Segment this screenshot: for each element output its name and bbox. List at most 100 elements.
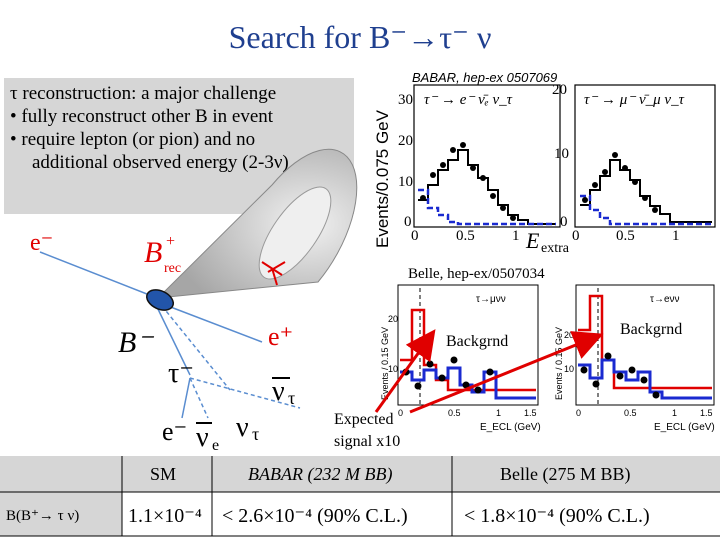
col-belle: Belle (275 M BB) — [500, 464, 631, 485]
babar-right-signal-hist — [580, 194, 712, 226]
tau-to-nue-track — [189, 377, 209, 419]
babar-right-points — [582, 152, 658, 213]
babar-ytick-10: 10 — [398, 174, 413, 190]
label-nutau: ν — [236, 412, 249, 443]
belle-right-ytick-10: 10 — [564, 364, 574, 374]
babar-right-bkg-hist — [580, 159, 712, 223]
label-nutau-bar: ν — [272, 376, 285, 407]
label-e-minus: e⁻ — [30, 230, 53, 256]
belle-right-points — [580, 352, 660, 399]
belle-left-xtick-1: 1 — [496, 408, 501, 418]
label-nutau-bar-sub: τ — [288, 388, 295, 408]
label-b-rec: B — [144, 236, 162, 269]
babar-xtick-05-left: 0.5 — [456, 228, 475, 244]
belle-ylabel-right: Events / 0.15 GeV — [554, 327, 564, 400]
babar-left-points — [420, 142, 516, 221]
babar-value: < 2.6×10⁻⁴ (90% C.L.) — [222, 505, 408, 527]
babar-ylabel: Events/0.075 GeV — [373, 109, 392, 248]
belle-ylabel-left: Events / 0.15 GeV — [380, 327, 390, 400]
results-table: SM BABAR (232 M BB) Belle (275 M BB) B(B… — [0, 456, 720, 537]
tau-to-e-track — [181, 377, 191, 419]
belle-right-xlabel: E_ECL (GeV) — [654, 422, 715, 433]
b-rec-cone — [156, 148, 358, 299]
sm-value: 1.1×10⁻⁴ — [128, 505, 202, 527]
label-nutau-sub: τ — [252, 424, 259, 444]
babar-xtick-1-right: 1 — [672, 228, 680, 244]
babar-ref: BABAR, hep-ex 0507069 — [412, 70, 557, 85]
tau-to-nutau-track — [189, 377, 301, 409]
babar-xtick-05-right: 0.5 — [616, 228, 635, 244]
belle-left-xtick-05: 0.5 — [448, 408, 461, 418]
belle-bkg-label-right: Backgrnd — [620, 321, 682, 338]
belle-right-xtick-1: 1 — [672, 408, 677, 418]
babar-ytick-20-right: 20 — [552, 82, 567, 98]
babar-panel-left-title: τ⁻ → e⁻ ν̄ₑ ν_τ — [424, 92, 513, 108]
bullet-tau-reco: τ reconstruction: a major challenge — [10, 83, 277, 104]
belle-left-xlabel: E_ECL (GeV) — [480, 422, 541, 433]
babar-left-bkg-hist — [418, 149, 556, 225]
belle-left-points — [402, 356, 494, 394]
label-b-rec-sup: + — [166, 233, 175, 250]
label-e-plus: e⁺ — [268, 322, 293, 351]
babar-xtick-0-left: 0 — [411, 228, 419, 244]
header-row-bg — [0, 456, 720, 492]
babar-ytick-10-right: 10 — [554, 146, 569, 162]
babar-ytick-0: 0 — [404, 214, 412, 230]
babar-panel-right-frame — [574, 84, 716, 228]
cone-mouth — [258, 186, 332, 280]
belle-value: < 1.8×10⁻⁴ (90% C.L.) — [464, 505, 650, 527]
belle-right-signal-hist — [578, 294, 712, 390]
row-label: B(B⁺→ τ ν) — [6, 508, 79, 524]
babar-ytick-20: 20 — [398, 133, 413, 149]
belle-panel-left-frame — [397, 284, 539, 406]
expected-arrow-left — [374, 329, 436, 413]
babar-xlabel: E — [525, 228, 540, 253]
belle-bkg-label-left: Backgrnd — [446, 333, 508, 350]
cone-burst — [261, 261, 286, 286]
belle-left-xtick-15: 1.5 — [524, 408, 537, 418]
belle-right-ytick-20: 20 — [564, 330, 574, 340]
bullet-extra-energy: additional observed energy (2-3ν) — [32, 152, 289, 173]
babar-left-signal-hist — [418, 188, 556, 226]
bullet-require-lepton: • require lepton (or pion) and no — [10, 129, 256, 150]
babar-panel-left-frame — [413, 84, 561, 228]
label-tau-minus: τ⁻ — [168, 358, 194, 389]
belle-right-xtick-0: 0 — [576, 408, 581, 418]
label-b-minus: B⁻ — [118, 326, 154, 359]
belle-panel-left-title: τ→μνν — [476, 294, 506, 305]
interaction-vertex — [146, 289, 174, 311]
bullet-box: τ reconstruction: a major challenge • fu… — [4, 78, 354, 214]
belle-panel-right-title: τ→eνν — [650, 294, 680, 305]
babar-plots: BABAR, hep-ex 0507069 Events/0.075 GeV τ… — [373, 70, 716, 256]
col-babar: BABAR (232 M BB) — [248, 464, 392, 485]
expected-arrow-right — [409, 331, 604, 414]
label-nue-bar: ν — [196, 422, 209, 453]
babar-panel-right-title: τ⁻ → μ⁻ ν̄_μ ν_τ — [584, 92, 685, 108]
babar-xtick-0-right: 0 — [572, 228, 580, 244]
b-minus-track — [155, 304, 191, 376]
belle-right-xtick-05: 0.5 — [624, 408, 637, 418]
babar-xlabel-sub: extra — [541, 241, 570, 256]
slide-title: Search for B⁻→τ⁻ ν — [228, 19, 492, 55]
babar-ytick-30: 30 — [398, 92, 413, 108]
belle-ref: Belle, hep-ex/0507034 — [408, 266, 545, 282]
e-minus-track — [39, 251, 153, 297]
expected-label-1: Expected — [334, 411, 394, 428]
belle-left-bkg-hist — [400, 366, 536, 400]
label-nue-sub: e — [212, 437, 219, 454]
bullet-full-reco: • fully reconstruct other B in event — [10, 106, 274, 127]
belle-plots: Belle, hep-ex/0507034 Events / 0.15 GeV … — [334, 266, 715, 450]
e-plus-track — [167, 305, 263, 343]
col-sm: SM — [150, 464, 176, 484]
babar-xtick-1-left: 1 — [512, 228, 520, 244]
babar-ytick-0-right: 0 — [560, 214, 568, 230]
label-e-minus-2: e⁻ — [162, 417, 187, 446]
label-b-rec-sub: rec — [164, 261, 181, 276]
belle-left-ytick-20: 20 — [388, 314, 398, 324]
row-label-bg — [0, 492, 122, 536]
expected-label-2: signal x10 — [334, 433, 400, 450]
belle-left-xtick-0: 0 — [398, 408, 403, 418]
belle-left-ytick-10: 10 — [388, 364, 398, 374]
belle-right-xtick-15: 1.5 — [700, 408, 713, 418]
